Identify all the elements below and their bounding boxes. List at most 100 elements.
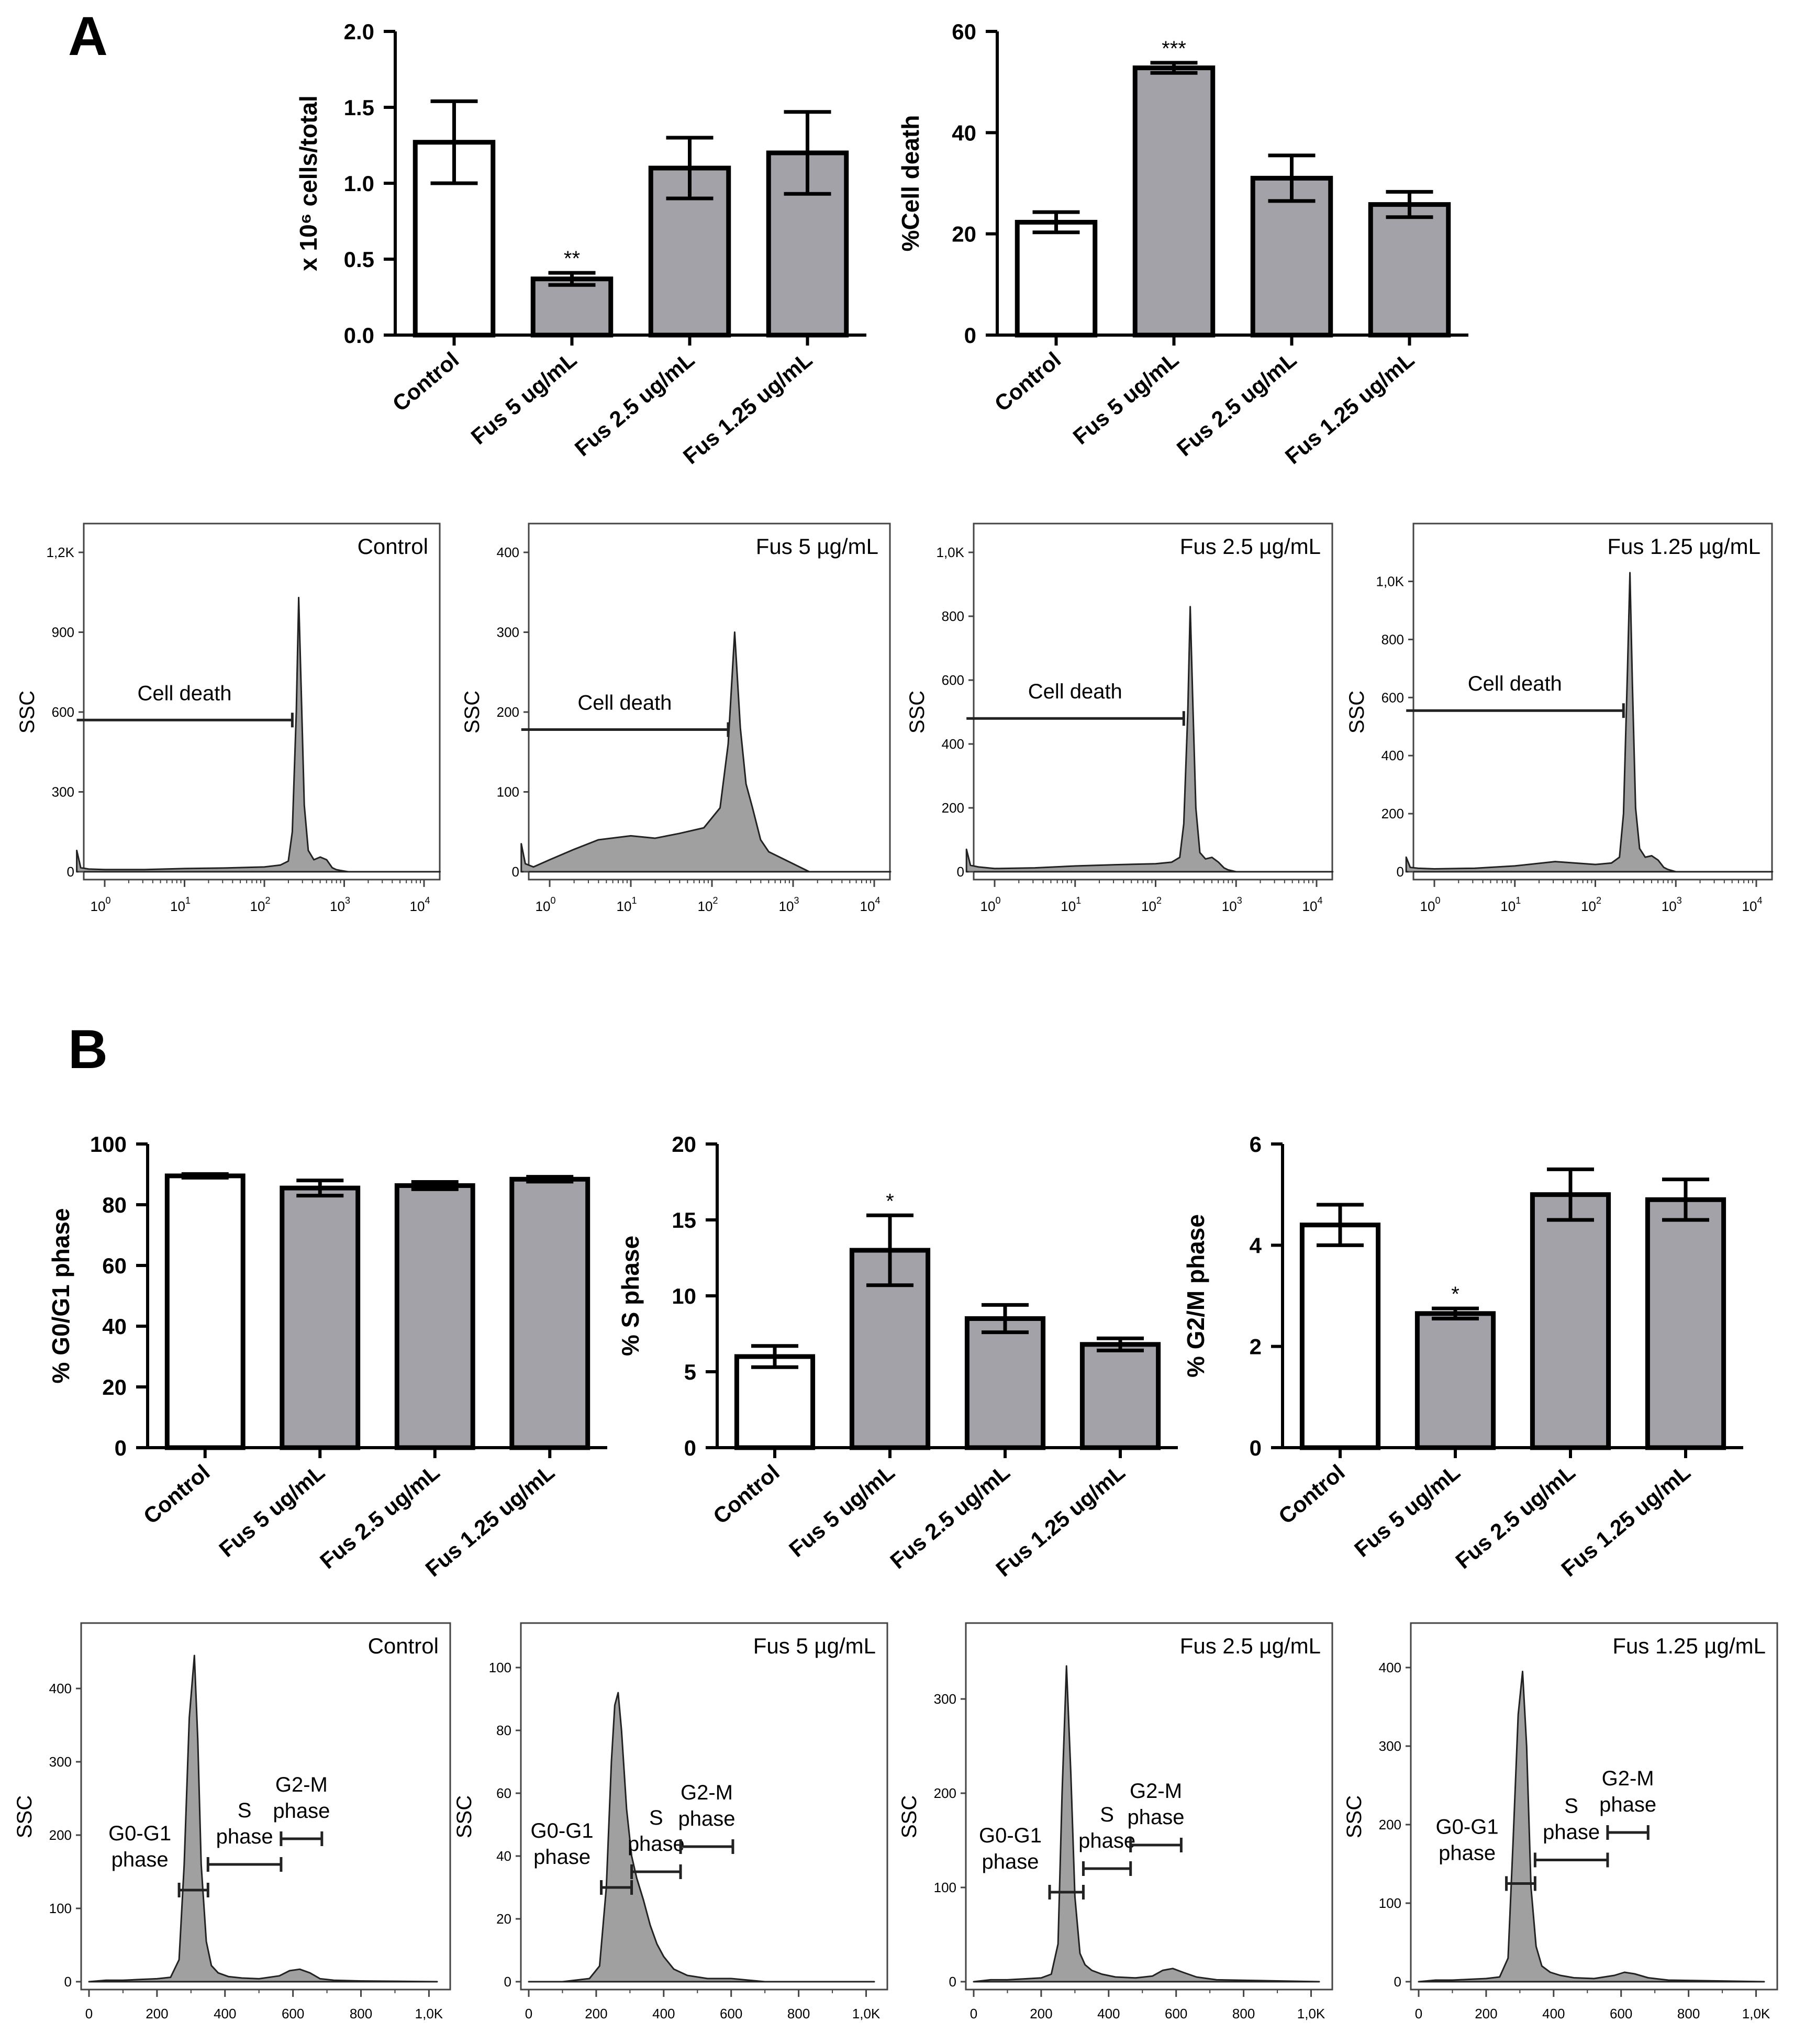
y-axis-label: SSC [461, 691, 484, 734]
x-tick-exponent: 1 [1076, 895, 1081, 906]
y-tick-label: 600 [942, 672, 964, 688]
significance-label: ** [564, 247, 580, 270]
y-tick-label: 100 [934, 1880, 956, 1895]
y-tick-label: 0.0 [344, 323, 374, 348]
y-tick-label: 60 [496, 1785, 511, 1801]
histogram-area [520, 631, 892, 873]
x-tick-label: 101 [1061, 895, 1081, 914]
y-tick-label: 0 [115, 1436, 127, 1460]
y-tick-label: 0 [67, 864, 74, 880]
y-tick-label: 0 [504, 1974, 511, 1990]
category-label: Fus 2.5 ug/mL [1172, 347, 1301, 461]
y-tick-label: 300 [49, 1754, 72, 1770]
x-tick-label: 100 [91, 895, 111, 914]
x-tick-label: 600 [720, 2006, 742, 2021]
x-tick-exponent: 3 [1677, 895, 1682, 906]
y-tick-label: 300 [497, 625, 519, 640]
y-tick-label: 200 [1379, 1817, 1401, 1832]
histogram-title: Fus 2.5 µg/mL [1180, 1634, 1321, 1658]
y-tick-label: 20 [102, 1375, 127, 1399]
x-tick-exponent: 3 [1237, 895, 1242, 906]
x-tick-label: 0 [525, 2006, 532, 2021]
x-tick-exponent: 4 [1757, 895, 1762, 906]
plot-frame [1412, 523, 1773, 881]
y-tick-label: 40 [952, 120, 976, 145]
category-label: Fus 1.25 ug/mL [678, 347, 817, 469]
x-tick-exponent: 0 [1435, 895, 1440, 906]
plot-frame [83, 523, 441, 881]
bar-s: 0 5 10 15 20 % S phase Control * Fus 5 ug/mLFus … [617, 1132, 1178, 1581]
y-tick-label: 200 [934, 1785, 956, 1801]
y-tick-label: 60 [102, 1253, 127, 1278]
x-tick-label: 104 [1742, 895, 1763, 914]
bar [1645, 1197, 1726, 1450]
y-tick-label: 20 [672, 1132, 696, 1157]
histogram-title: Control [358, 534, 428, 559]
plot-frame [1410, 1622, 1778, 1991]
y-tick-label: 0 [964, 323, 976, 348]
x-tick-label: 200 [585, 2006, 607, 2021]
bar [1132, 65, 1216, 338]
x-tick-label: 200 [1475, 2006, 1497, 2021]
y-tick-label: 5 [684, 1360, 696, 1384]
x-tick-label: 800 [1232, 2006, 1255, 2021]
bar-g0g1: 0 20 40 60 80 100 % G0/G1 phase Control Fus 5 ug… [47, 1132, 607, 1581]
x-tick-label: 103 [330, 895, 350, 914]
x-tick-label: 102 [1581, 895, 1601, 914]
y-tick-label: 0 [512, 864, 519, 880]
x-tick-label: 600 [1165, 2006, 1187, 2021]
histogram-title: Control [368, 1634, 439, 1658]
gate-label: G2-M phase [678, 1781, 735, 1830]
histogram-title: Fus 5 µg/mL [756, 534, 878, 559]
category-label: Fus 2.5 ug/mL [570, 347, 699, 461]
y-axis-label: x 10⁶ cells/total [295, 95, 322, 271]
histogram-title: Fus 5 µg/mL [753, 1634, 876, 1658]
hist-cycle-fus25: 0 100 200 300 SSC 0 200 400 600 800 1,0K Fus 2.5 µg… [898, 1622, 1333, 2021]
y-axis-label: SSC [16, 691, 39, 734]
gate-label: Cell death [1468, 672, 1562, 695]
y-tick-label: 600 [52, 704, 74, 720]
x-tick-exponent: 4 [425, 895, 430, 906]
bar [1250, 175, 1333, 338]
y-tick-label: 4 [1250, 1233, 1262, 1258]
category-label: Control [388, 347, 464, 416]
y-axis-label: % G2/M phase [1182, 1214, 1209, 1378]
y-tick-label: 100 [1379, 1895, 1401, 1911]
panel-label-b: B [68, 1019, 108, 1080]
category-label: Control [139, 1460, 215, 1529]
y-tick-label: 300 [934, 1691, 956, 1707]
y-tick-label: 300 [1379, 1738, 1401, 1754]
x-tick-exponent: 1 [631, 895, 637, 906]
x-tick-label: 800 [350, 2006, 372, 2021]
y-tick-label: 1.5 [344, 95, 374, 120]
x-tick-label: 200 [1030, 2006, 1052, 2021]
y-axis-label: SSC [1345, 691, 1368, 734]
y-tick-label: 200 [942, 800, 964, 816]
y-tick-label: 100 [90, 1132, 127, 1157]
category-label: Fus 2.5 ug/mL [315, 1460, 444, 1574]
y-tick-label: 100 [49, 1901, 72, 1916]
y-tick-label: 800 [1381, 631, 1404, 647]
y-tick-label: 0 [1397, 864, 1404, 880]
x-tick-label: 800 [787, 2006, 810, 2021]
x-tick-label: 100 [980, 895, 1001, 914]
gate-label: Cell death [137, 682, 231, 705]
x-tick-label: 102 [250, 895, 271, 914]
x-tick-label: 0 [85, 2006, 93, 2021]
bar [1079, 1342, 1161, 1450]
bar [1015, 219, 1098, 338]
y-tick-label: 800 [942, 608, 964, 624]
x-tick-exponent: 4 [875, 895, 880, 906]
bar [1414, 1311, 1496, 1450]
histogram-title: Fus 2.5 µg/mL [1180, 534, 1321, 559]
y-axis-label: SSC [898, 1795, 921, 1838]
hist-cycle-fus125: 0 100 200 300 400 SSC 0 200 400 600 800 1,0K Fus 1.2… [1343, 1622, 1778, 2021]
